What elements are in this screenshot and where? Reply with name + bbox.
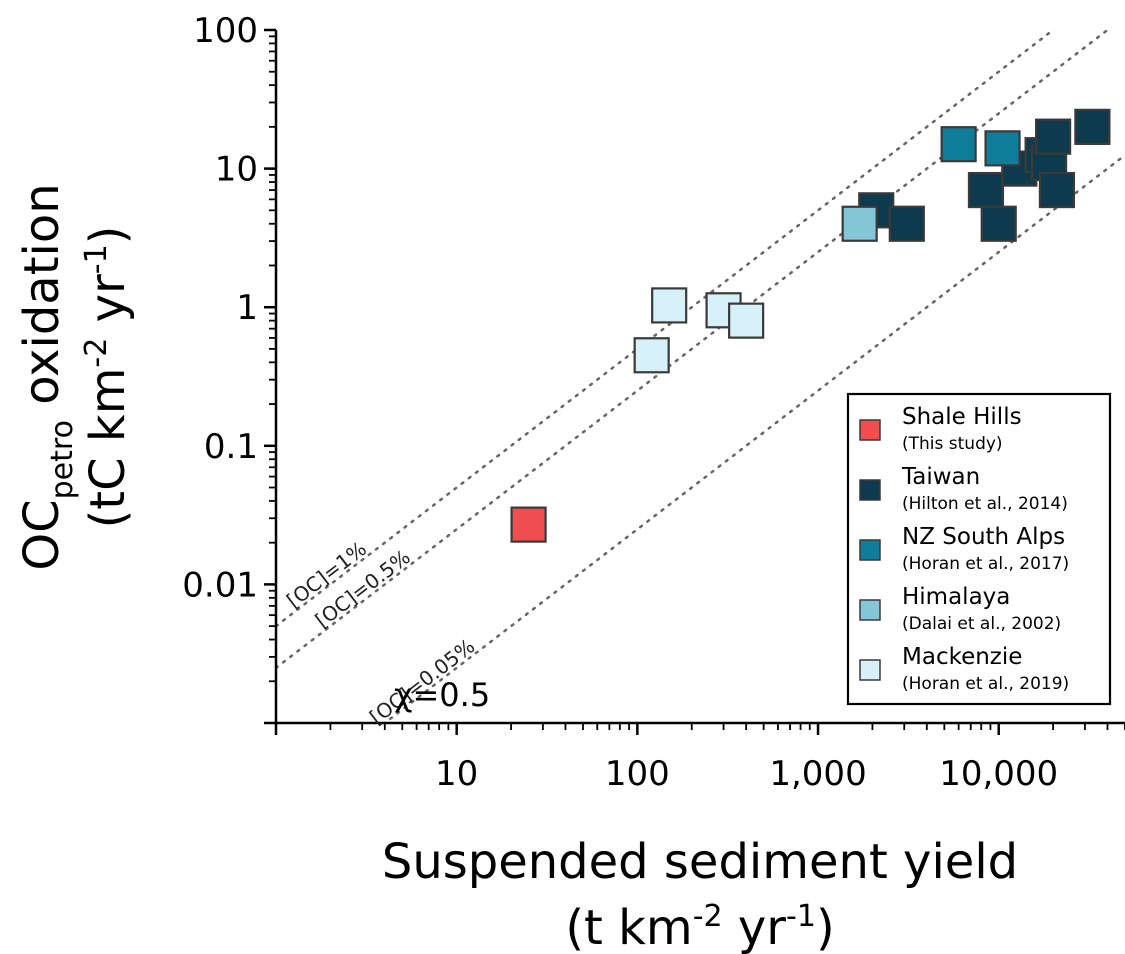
x-tick-label: 10	[435, 754, 478, 794]
legend-series-name: Shale Hills	[902, 404, 1022, 430]
data-point-nz-south-alps-0	[940, 126, 977, 163]
data-point-mackenzie-0	[633, 337, 670, 374]
data-point-shale-hills-0	[510, 506, 547, 543]
x-axis-title: Suspended sediment yield	[382, 834, 1018, 890]
x-tick-label: 1,000	[769, 754, 866, 794]
legend-series-name: NZ South Alps	[902, 524, 1065, 550]
data-point-taiwan-1	[888, 205, 925, 242]
x-axis-units: (t km-2 yr-1)	[565, 899, 834, 954]
axes: 100 10 1 0.1 0.01 10 100 1,000 10,000	[182, 11, 1125, 794]
data-point-mackenzie-3	[728, 302, 765, 339]
data-point-himalaya-0	[841, 205, 878, 242]
data-point-mackenzie-1	[651, 287, 688, 324]
data-point-taiwan-9	[1074, 108, 1111, 145]
reference-line-1	[276, 30, 1110, 670]
legend-swatch-taiwan	[859, 479, 881, 501]
legend-series-source: (Dalai et al., 2002)	[902, 614, 1061, 634]
legend-box	[846, 392, 1112, 706]
chi-annotation: χ=0.5	[394, 676, 490, 714]
legend-swatch-himalaya	[859, 599, 881, 621]
legend-series-source: (This study)	[902, 434, 1003, 454]
legend-series-source: (Horan et al., 2017)	[902, 554, 1069, 574]
y-axis-units: (tC km-2 yr-1)	[79, 226, 136, 529]
reference-line-2	[382, 153, 1125, 723]
y-tick-label: 10	[215, 150, 258, 190]
legend-series-source: (Hilton et al., 2014)	[902, 494, 1068, 514]
legend-swatch-shale-hills	[859, 419, 881, 441]
data-point-taiwan-8	[1038, 171, 1076, 209]
y-tick-label: 1	[236, 288, 258, 328]
legend-series-name: Himalaya	[902, 584, 1010, 610]
data-point-taiwan-7	[1035, 118, 1072, 155]
legend: Shale Hills (This study) Taiwan (Hilton et …	[846, 392, 1112, 706]
y-tick-label: 100	[193, 11, 258, 51]
data-point-taiwan-2	[967, 171, 1005, 209]
reference-line-0	[276, 30, 1056, 628]
legend-series-name: Mackenzie	[902, 644, 1022, 670]
y-tick-label: 0.01	[182, 565, 258, 605]
legend-series-source: (Horan et al., 2019)	[902, 674, 1069, 694]
data-point-nz-south-alps-1	[984, 130, 1021, 167]
y-tick-label: 0.1	[204, 427, 258, 467]
reference-lines	[276, 30, 1125, 723]
legend-swatch-mackenzie	[859, 659, 881, 681]
x-tick-label: 10,000	[939, 754, 1058, 794]
legend-series-name: Taiwan	[901, 464, 980, 490]
legend-swatch-nz-south-alps	[859, 539, 881, 561]
x-tick-label: 100	[605, 754, 670, 794]
data-points	[510, 108, 1111, 543]
y-axis-title: OCpetro oxidation	[14, 183, 80, 570]
data-point-taiwan-3	[980, 205, 1017, 242]
